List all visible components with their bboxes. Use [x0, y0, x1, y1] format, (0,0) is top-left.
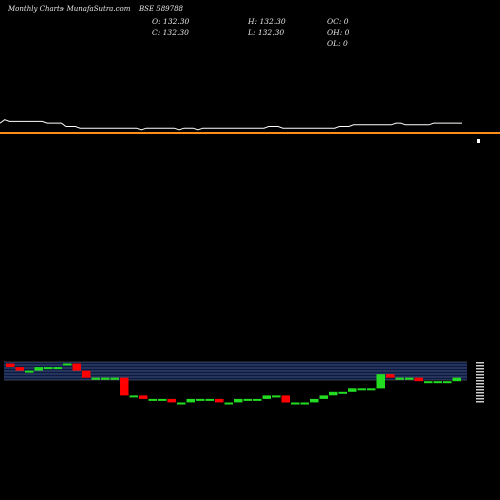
candle-down — [167, 398, 176, 403]
candle-up — [367, 388, 376, 391]
axis-tick-label — [476, 392, 484, 394]
candle-up — [424, 381, 433, 384]
axis-tick-label — [476, 395, 484, 397]
candle-up — [129, 395, 138, 398]
candle-up — [205, 398, 214, 401]
axis-tick-label — [476, 368, 484, 370]
candle-down — [15, 367, 24, 371]
level-marker — [477, 139, 480, 143]
candle-up — [310, 398, 319, 403]
low-value: L: 132.30 — [248, 28, 285, 37]
candle-down — [386, 374, 395, 378]
candle-up — [110, 377, 119, 380]
candle-up — [348, 388, 357, 392]
candle-down — [82, 370, 91, 378]
candle-up — [234, 398, 243, 403]
site-url-label: - MunafaSutra.com — [62, 5, 131, 13]
axis-tick-label — [476, 401, 484, 403]
axis-tick-label — [476, 380, 484, 382]
axis-tick-label — [476, 362, 484, 364]
candle-up — [177, 402, 186, 405]
axis-tick-label — [476, 374, 484, 376]
candle-up — [272, 395, 281, 398]
candle-up — [34, 367, 43, 371]
candle-down — [215, 398, 224, 403]
candle-down — [414, 377, 423, 382]
candle-up — [395, 377, 404, 380]
candle-up — [329, 391, 338, 396]
open-value: O: 132.30 — [152, 17, 190, 26]
candle-up — [291, 402, 300, 405]
candle-up — [319, 395, 328, 399]
candle-up — [148, 398, 157, 401]
axis-tick-label — [476, 377, 484, 379]
candle-down — [6, 363, 15, 367]
candle-down — [139, 395, 148, 399]
price-line — [0, 119, 462, 131]
axis-tick-label — [476, 389, 484, 391]
axis-tick-label — [476, 383, 484, 385]
candle-up — [357, 388, 366, 391]
candle-up — [452, 377, 461, 382]
candle-up — [253, 398, 262, 401]
close-value: C: 132.30 — [152, 28, 189, 37]
candle-up — [405, 377, 414, 380]
candle-up — [224, 402, 233, 405]
candle-up — [25, 370, 34, 373]
symbol-label: BSE 589788 — [139, 5, 183, 13]
candle-down — [120, 377, 129, 396]
candle-up — [44, 367, 53, 370]
site-brand-label: Monthly Charts — [8, 5, 64, 13]
axis-tick-label — [476, 386, 484, 388]
oh-value: OH: 0 — [327, 28, 350, 37]
candle-up — [101, 377, 110, 380]
high-value: H: 132.30 — [248, 17, 286, 26]
candle-up — [63, 363, 72, 366]
oc-value: OC: 0 — [327, 17, 349, 26]
candle-up — [262, 395, 271, 399]
axis-tick-label — [476, 371, 484, 373]
candle-up — [186, 398, 195, 403]
candle-up — [300, 402, 309, 405]
candle-up — [443, 381, 452, 384]
candle-up — [53, 367, 62, 370]
candle-up — [243, 398, 252, 401]
candle-down — [281, 395, 290, 403]
candle-up — [91, 377, 100, 380]
ol-value: OL: 0 — [327, 39, 348, 48]
axis-tick-label — [476, 365, 484, 367]
candle-up — [376, 374, 385, 389]
candle-up — [158, 398, 167, 401]
candle-up — [196, 398, 205, 401]
axis-tick-label — [476, 398, 484, 400]
candle-down — [72, 363, 81, 371]
candle-up — [433, 381, 442, 384]
candle-up — [338, 391, 347, 394]
